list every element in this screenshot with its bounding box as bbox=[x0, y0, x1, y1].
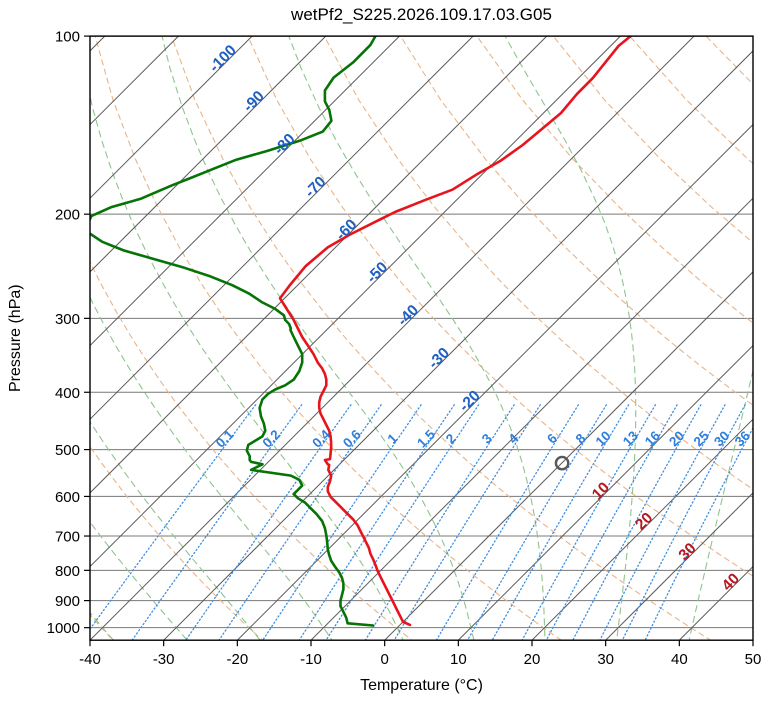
svg-text:20: 20 bbox=[524, 651, 541, 668]
svg-text:-30: -30 bbox=[153, 651, 175, 668]
svg-text:-20: -20 bbox=[226, 651, 248, 668]
svg-text:1000: 1000 bbox=[47, 620, 80, 637]
svg-text:40: 40 bbox=[671, 651, 688, 668]
svg-text:10: 10 bbox=[450, 651, 467, 668]
svg-text:800: 800 bbox=[55, 563, 80, 580]
svg-text:Temperature (°C): Temperature (°C) bbox=[360, 677, 483, 694]
svg-text:50: 50 bbox=[745, 651, 762, 668]
svg-text:-40: -40 bbox=[79, 651, 101, 668]
svg-text:wetPf2_S225.2026.109.17.03.G05: wetPf2_S225.2026.109.17.03.G05 bbox=[290, 5, 552, 24]
svg-text:100: 100 bbox=[55, 29, 80, 46]
svg-text:Pressure (hPa): Pressure (hPa) bbox=[7, 284, 24, 392]
svg-text:0: 0 bbox=[380, 651, 388, 668]
svg-text:600: 600 bbox=[55, 489, 80, 506]
svg-text:700: 700 bbox=[55, 529, 80, 546]
svg-text:300: 300 bbox=[55, 311, 80, 328]
svg-text:-10: -10 bbox=[300, 651, 322, 668]
svg-text:200: 200 bbox=[55, 207, 80, 224]
svg-text:500: 500 bbox=[55, 442, 80, 459]
svg-text:900: 900 bbox=[55, 593, 80, 610]
svg-text:30: 30 bbox=[597, 651, 614, 668]
svg-text:400: 400 bbox=[55, 385, 80, 402]
